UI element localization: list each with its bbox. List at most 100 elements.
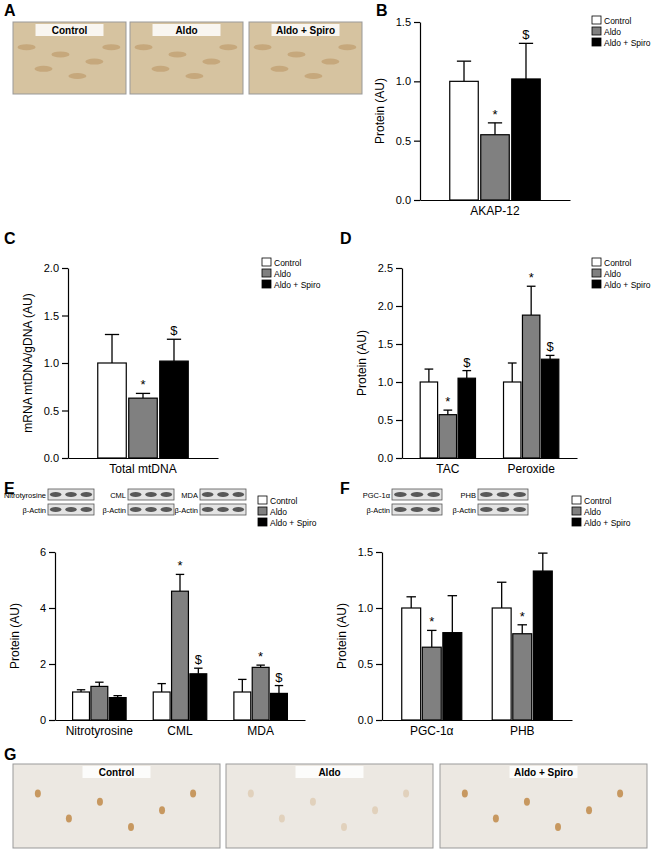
- x-tick-label: PHB: [510, 724, 535, 738]
- y-axis: 0246: [40, 546, 56, 726]
- bar: [153, 692, 170, 720]
- x-tick: PHB: [510, 724, 535, 738]
- error-bar: [448, 596, 457, 633]
- x-tick-label: TAC: [436, 462, 459, 476]
- annotations: *$: [492, 27, 530, 122]
- y-axis: 0.00.51.01.52.02.5: [378, 262, 403, 464]
- texture: [168, 51, 186, 57]
- x-tick-label: PGC-1α: [410, 724, 454, 738]
- error-stem: [428, 369, 429, 382]
- significance-mark: *: [529, 270, 534, 285]
- error-cap: [113, 695, 121, 696]
- y-tick-label: 0.0: [44, 452, 59, 464]
- x-tick: TAC: [436, 462, 459, 476]
- error-bar: [157, 684, 165, 692]
- error-bar: [538, 553, 547, 571]
- legend-label: Aldo + Spiro: [604, 38, 651, 48]
- panel-letter: C: [4, 230, 16, 247]
- legend: ControlAldoAldo + Spiro: [572, 496, 631, 528]
- blot-band: [202, 492, 214, 497]
- plot-marks: [98, 335, 188, 459]
- texture: [321, 59, 339, 65]
- significance-mark: *: [445, 394, 450, 409]
- error-bar: [105, 335, 119, 364]
- texture: [85, 59, 103, 65]
- y-axis-line: [68, 269, 69, 459]
- y-tick-mark: [49, 664, 55, 665]
- image-label: Aldo: [318, 767, 340, 778]
- error-bar: [95, 682, 103, 686]
- legend-swatch: [592, 27, 601, 35]
- chart-panel: D0.00.51.01.52.02.5TACPeroxideProtein (A…: [340, 230, 651, 476]
- texture: [372, 806, 378, 814]
- y-tick: 1.5: [358, 546, 382, 558]
- western-blot: PHBβ-Actin: [453, 489, 529, 515]
- legend-swatch: [262, 280, 271, 288]
- y-tick-label: 1.0: [396, 75, 411, 87]
- error-cap: [457, 61, 471, 62]
- texture: [304, 73, 322, 79]
- error-cap: [546, 355, 555, 356]
- label-bg: [153, 24, 221, 36]
- y-tick-mark: [49, 608, 55, 609]
- legend-label: Control: [604, 16, 632, 26]
- texture: [102, 44, 120, 50]
- blot-label: Nitrotyrosine: [4, 491, 46, 500]
- legend: ControlAldoAldo + Spiro: [262, 258, 321, 290]
- texture: [586, 806, 592, 814]
- significance-mark: $: [275, 670, 283, 685]
- blot-band: [50, 507, 62, 512]
- error-stem: [411, 597, 412, 608]
- error-cap: [105, 334, 119, 335]
- significance-mark: *: [177, 558, 182, 573]
- legend-label: Aldo: [604, 269, 621, 279]
- x-axis: PGC-1α PHB: [383, 721, 573, 738]
- legend: ControlAldoAldo + Spiro: [258, 496, 317, 528]
- blot-label: PGC-1α: [363, 491, 391, 500]
- blot-band: [233, 492, 245, 497]
- panel-letter: D: [340, 230, 352, 247]
- error-bar: [427, 630, 436, 647]
- texture: [35, 66, 53, 72]
- annotations: *$: [140, 323, 178, 392]
- blot-band: [130, 492, 142, 497]
- legend-swatch: [592, 258, 601, 266]
- panel-letter: G: [4, 746, 16, 763]
- y-tick-label: 0.5: [396, 135, 411, 147]
- significance-mark: *: [520, 609, 525, 624]
- blot-loading-label: β-Actin: [23, 506, 47, 515]
- legend-swatch: [592, 38, 601, 46]
- legend-swatch: [592, 280, 601, 288]
- y-tick-label: 2.0: [44, 262, 59, 274]
- y-tick-label: 6: [40, 546, 46, 558]
- y-tick-mark: [376, 720, 382, 721]
- chart-panel: B0.00.51.01.5AKAP-12Protein (AU)*$Contro…: [373, 2, 651, 218]
- blot-band: [427, 492, 440, 497]
- western-blot: PGC-1α β-Actin: [363, 489, 442, 515]
- error-stem: [501, 582, 502, 608]
- x-tick: Nitrotyrosine: [66, 724, 134, 738]
- blot-image: [392, 504, 442, 515]
- error-cap: [275, 685, 283, 686]
- blot-image: [200, 489, 246, 500]
- error-cap: [527, 286, 536, 287]
- bar: [439, 415, 456, 458]
- y-tick: 0.0: [396, 194, 420, 206]
- chart-panel: F0.00.51.01.5PGC-1αPHBProtein (AU)**Cont…: [335, 480, 631, 738]
- plot-marks: [73, 574, 288, 720]
- y-tick-mark: [414, 81, 420, 82]
- y-tick-label: 2.5: [378, 262, 393, 274]
- annotations: **$$: [177, 558, 283, 684]
- x-tick: Peroxide: [507, 462, 555, 476]
- blot-loading-label: β-Actin: [367, 506, 391, 515]
- texture: [310, 798, 316, 806]
- blot-band: [394, 507, 407, 512]
- y-axis-line: [420, 23, 421, 201]
- error-cap: [488, 122, 502, 123]
- y-tick-label: 2.0: [378, 300, 393, 312]
- texture: [524, 798, 530, 806]
- legend-label: Aldo: [584, 507, 601, 517]
- y-tick-label: 0.5: [44, 405, 59, 417]
- y-tick: 4: [40, 602, 55, 614]
- error-stem: [494, 123, 495, 135]
